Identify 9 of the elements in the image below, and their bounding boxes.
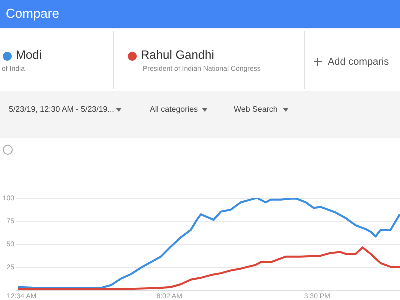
text: 5/23/19, 12:30 AM - 5/23/19... [9, 105, 114, 114]
line-series [17, 198, 400, 290]
legend-label: Modi [16, 48, 42, 62]
text: All categories [150, 105, 198, 114]
chart-title: Compare [6, 6, 60, 21]
line-series [17, 246, 400, 290]
text: Web Search [234, 105, 278, 114]
legend-label: Rahul Gandhi [141, 48, 214, 62]
text: Add comparis [328, 57, 390, 68]
